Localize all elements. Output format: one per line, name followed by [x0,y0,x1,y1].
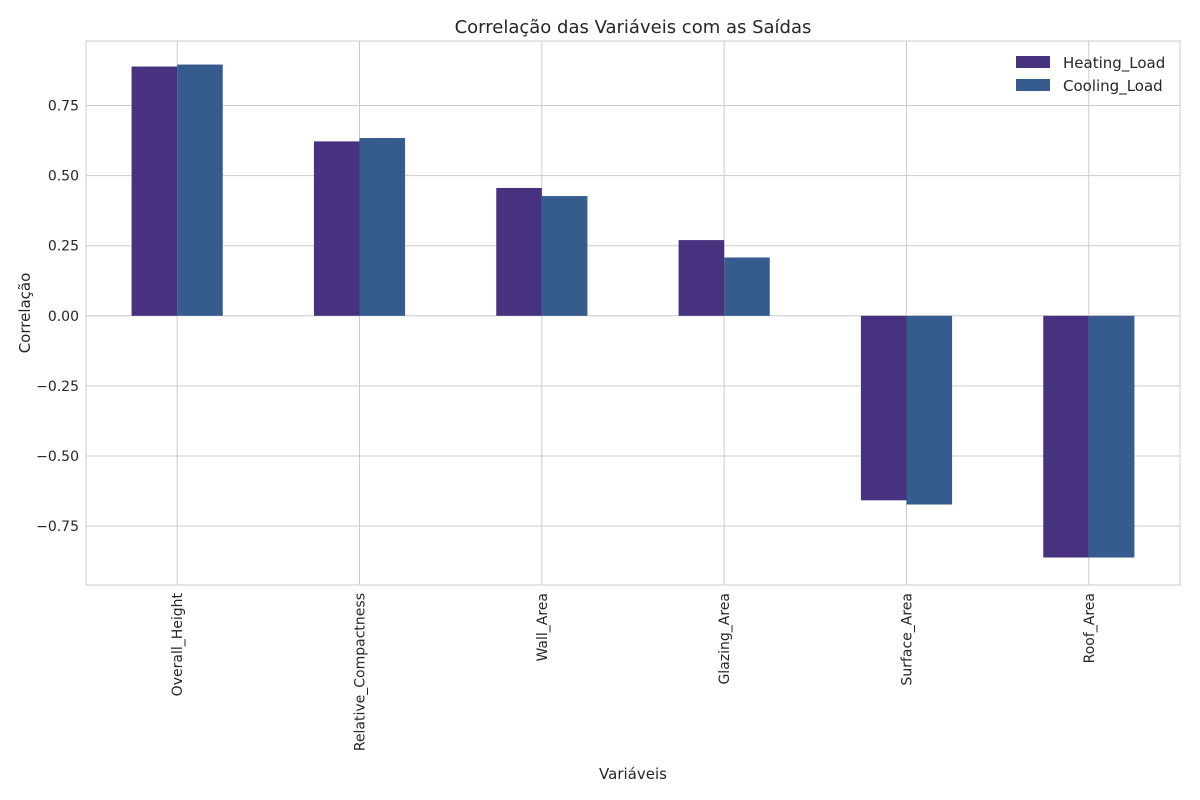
bar-cooling-load [359,138,406,316]
legend-swatch [1016,56,1050,68]
x-tick-label: Surface_Area [900,593,916,686]
bar-heating-load [496,187,542,316]
bar-heating-load [313,141,360,316]
x-axis-ticks: Overall_Height Relative_Compactness Wall_A… [170,592,1098,751]
x-axis-label: Variáveis [599,765,667,783]
y-tick-label: −0.75 [36,519,79,535]
legend-swatch [1016,79,1050,91]
bar-cooling-load [1088,315,1135,558]
legend: Heating_Load Cooling_Load [1016,54,1165,96]
bar-heating-load [131,66,178,316]
legend-label: Cooling_Load [1063,77,1163,96]
bar-heating-load [678,240,725,316]
y-tick-label: 0.50 [48,169,79,185]
grid [86,41,1180,585]
bar-cooling-load [906,315,953,505]
chart-title: Correlação das Variáveis com as Saídas [455,17,812,38]
x-tick-label: Wall_Area [535,593,551,662]
bar-heating-load [860,315,907,501]
x-tick-label: Glazing_Area [717,593,733,685]
y-tick-label: −0.50 [36,449,79,465]
y-axis-ticks: −0.75 −0.50 −0.25 0.00 0.25 0.50 0.75 [36,98,79,535]
x-tick-label: Roof_Area [1082,593,1098,663]
y-tick-label: 0.75 [48,98,79,114]
legend-label: Heating_Load [1063,54,1165,73]
x-tick-label: Relative_Compactness [353,593,369,751]
y-tick-label: −0.25 [36,379,79,395]
bar-cooling-load [724,257,770,316]
bars [131,64,1135,558]
y-axis-label: Correlação [16,273,34,354]
plot-area-frame [85,40,1181,586]
y-tick-label: 0.00 [48,309,79,325]
bar-heating-load [1043,315,1089,558]
bar-cooling-load [541,196,588,316]
x-tick-label: Overall_Height [170,592,186,696]
y-tick-label: 0.25 [48,239,79,255]
bar-cooling-load [177,64,223,316]
